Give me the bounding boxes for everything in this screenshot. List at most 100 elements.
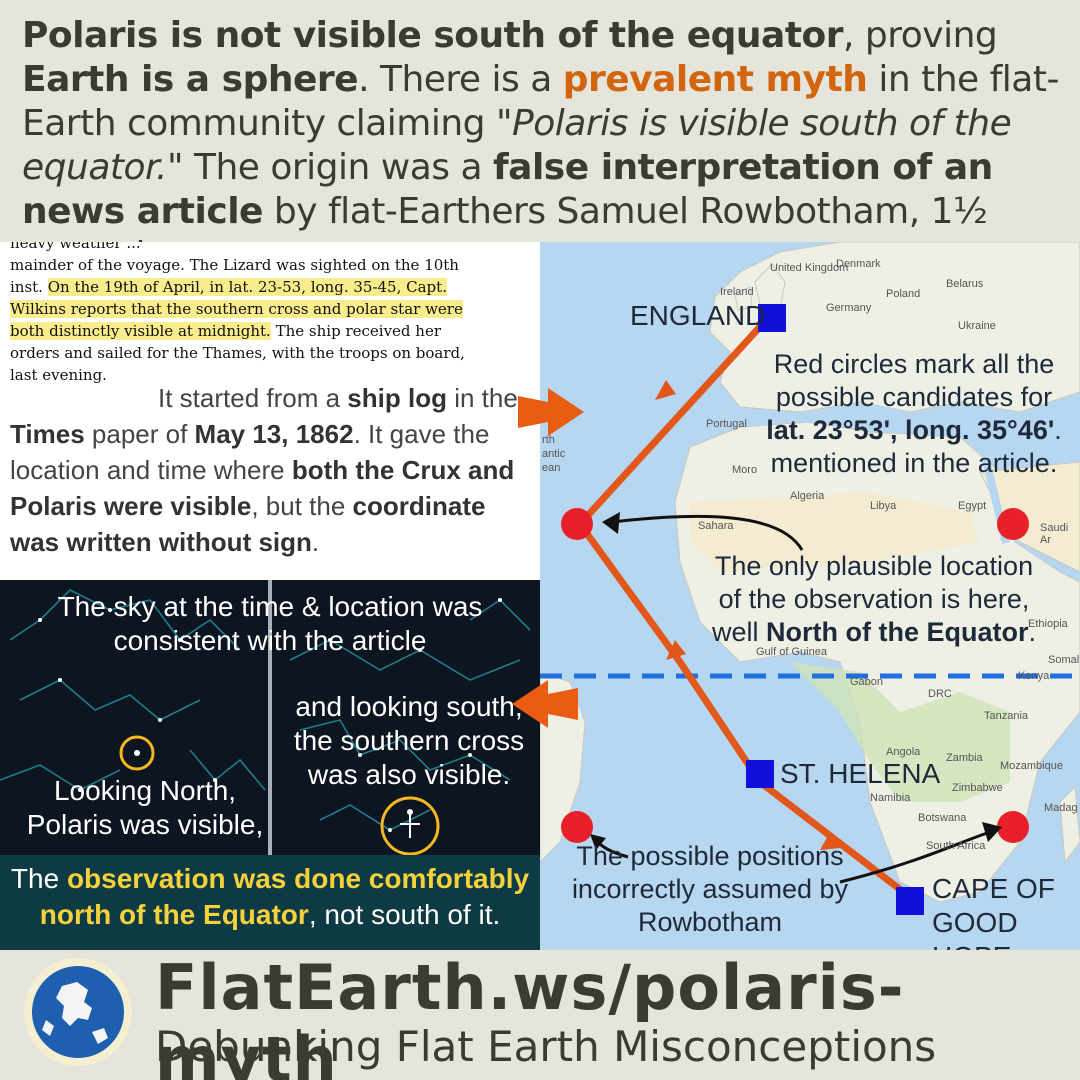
star bbox=[388, 828, 392, 832]
map-label-angola: Angola bbox=[886, 746, 921, 758]
pointer-arrowhead bbox=[982, 822, 1002, 842]
route-arrow-north-3 bbox=[820, 832, 840, 850]
logo-land bbox=[42, 1020, 54, 1036]
madagascar-land bbox=[1059, 785, 1080, 864]
st-helena-marker bbox=[746, 760, 774, 788]
news-line: Wilkins reports that the southern cross … bbox=[10, 298, 535, 320]
note-bold: North of the Equator bbox=[766, 617, 1029, 647]
cape-marker bbox=[896, 887, 924, 915]
log-line: It started from a ship log in the bbox=[10, 380, 530, 416]
headline: Polaris is not visible south of the equa… bbox=[22, 14, 1062, 278]
map-label-tanzania: Tanzania bbox=[984, 710, 1029, 722]
news-highlight: Wilkins reports that the southern cross … bbox=[10, 300, 463, 318]
news-highlight: both distinctly visible at midnight. bbox=[10, 322, 271, 340]
star-field bbox=[0, 589, 531, 855]
sky-divider bbox=[268, 580, 272, 855]
star bbox=[328, 638, 332, 642]
place-england: ENGLAND bbox=[630, 300, 766, 331]
map-label-ireland: Ireland bbox=[720, 286, 754, 298]
star bbox=[78, 788, 82, 792]
england-marker bbox=[758, 304, 786, 332]
map-label-kenya: Kenya bbox=[1018, 670, 1050, 682]
headline-myth: prevalent myth bbox=[562, 59, 868, 100]
map-label-germany: Germany bbox=[826, 302, 872, 314]
polaris-highlight-circle bbox=[119, 735, 155, 771]
headline-text: The origin was a bbox=[183, 147, 494, 188]
constellation-line bbox=[319, 804, 431, 831]
map-label-portugal: Portugal bbox=[706, 418, 747, 430]
news-line: mainder of the voyage. The Lizard was si… bbox=[10, 256, 459, 274]
candidate-circle-southwest bbox=[561, 811, 593, 843]
map-label-atlantic: antic bbox=[542, 448, 566, 460]
headline-text: in the flat-Earth community claiming bbox=[22, 59, 1059, 144]
log-bold: Times bbox=[10, 419, 85, 449]
candidate-circle-arabia bbox=[997, 508, 1029, 540]
place-cape: CAPE OF GOOD HOPE bbox=[932, 873, 1055, 950]
note-incorrect-positions: The possible positions incorrectly assum… bbox=[571, 841, 849, 937]
map-label-south-africa: South Africa bbox=[926, 840, 986, 852]
news-line: last evening. bbox=[10, 366, 107, 384]
map-label-drc: DRC bbox=[928, 688, 952, 700]
log-span: paper of bbox=[84, 419, 195, 449]
pointer-arrowhead bbox=[590, 834, 606, 850]
log-span: . It gave the location and time where bbox=[10, 419, 490, 485]
candidate-circle-southeast bbox=[997, 811, 1029, 843]
sky-conclusion-text: , not south of it. bbox=[308, 899, 501, 930]
note-plausible-location: The only plausible location of the obser… bbox=[704, 550, 1044, 649]
pointer-arrow-plausible bbox=[611, 514, 804, 551]
map-label-ocean: ean bbox=[542, 462, 561, 474]
log-span: . bbox=[311, 527, 320, 557]
map-label-gulf: Gulf of Guinea bbox=[756, 646, 827, 658]
constellation-line bbox=[19, 679, 201, 721]
map-label-namibia: Namibia bbox=[870, 792, 911, 804]
star bbox=[38, 618, 42, 622]
map-label-uk: United Kingdom bbox=[770, 262, 849, 274]
map-background bbox=[540, 242, 1080, 915]
map-label-mozambique: Mozambique bbox=[1000, 760, 1063, 772]
central-africa-green bbox=[790, 662, 1010, 802]
headline-text: , proving bbox=[843, 15, 998, 56]
map-label-gabon: Gabon bbox=[850, 676, 884, 688]
crux-highlight-circle bbox=[380, 796, 440, 855]
news-span: inst. bbox=[10, 278, 48, 296]
note-text: The only plausible location of the obser… bbox=[711, 551, 1034, 647]
note-text: . bbox=[1028, 617, 1036, 647]
constellation-line bbox=[189, 749, 266, 791]
map-label-morocco: Moro bbox=[732, 464, 758, 476]
headline-origin: false interpretation of an news article bbox=[22, 147, 993, 232]
globe-logo-icon bbox=[24, 958, 132, 1066]
sky-conclusion-text: The bbox=[10, 863, 67, 894]
mediterranean-sea bbox=[720, 404, 980, 437]
star bbox=[468, 753, 472, 757]
crux-star bbox=[407, 809, 413, 815]
star bbox=[358, 753, 362, 757]
map-label-sahara: Sahara bbox=[698, 520, 734, 532]
news-line: inst. On the 19th of April, in lat. 23-5… bbox=[10, 276, 535, 298]
note-text: . mentioned in the article. bbox=[770, 415, 1062, 478]
map-label-denmark: Denmark bbox=[836, 258, 881, 270]
footer-title: FlatEarth.ws/polaris-myth bbox=[155, 951, 905, 1080]
southern-cross-icon bbox=[400, 814, 420, 838]
map-label-north: rth bbox=[542, 434, 555, 446]
sahara-desert bbox=[690, 492, 980, 572]
news-span: The ship received her bbox=[270, 322, 441, 340]
news-highlight: On the 19th of April, in lat. 23-53, lon… bbox=[47, 278, 447, 296]
star bbox=[418, 648, 422, 652]
log-span: in the bbox=[446, 383, 518, 413]
constellation-line bbox=[289, 639, 521, 681]
ship-route-line bbox=[576, 315, 913, 900]
pointer-arrowhead bbox=[602, 512, 620, 534]
star bbox=[213, 778, 217, 782]
news-line: orders and sailed for the Thames, with t… bbox=[10, 344, 465, 362]
ireland-land bbox=[734, 286, 753, 311]
note-text: Red circles mark all the possible candid… bbox=[773, 349, 1055, 412]
log-bold: May 13, 1862 bbox=[194, 419, 354, 449]
ship-log-panel: heavy weather ... mainder of the voyage.… bbox=[0, 242, 540, 580]
note-red-circles: Red circles mark all the possible candid… bbox=[754, 348, 1074, 480]
sky-caption-top: The sky at the time & location was consi… bbox=[57, 591, 483, 656]
constellation-line bbox=[0, 764, 121, 791]
footer-subtitle: Debunking Flat Earth Misconceptions bbox=[155, 1022, 937, 1071]
headline-sphere: Earth is a sphere bbox=[22, 59, 359, 100]
sky-caption-south: and looking south, the southern cross wa… bbox=[293, 691, 525, 790]
polaris-star bbox=[134, 750, 140, 756]
